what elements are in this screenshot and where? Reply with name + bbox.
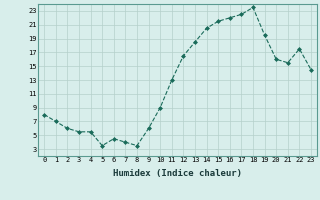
X-axis label: Humidex (Indice chaleur): Humidex (Indice chaleur) (113, 169, 242, 178)
